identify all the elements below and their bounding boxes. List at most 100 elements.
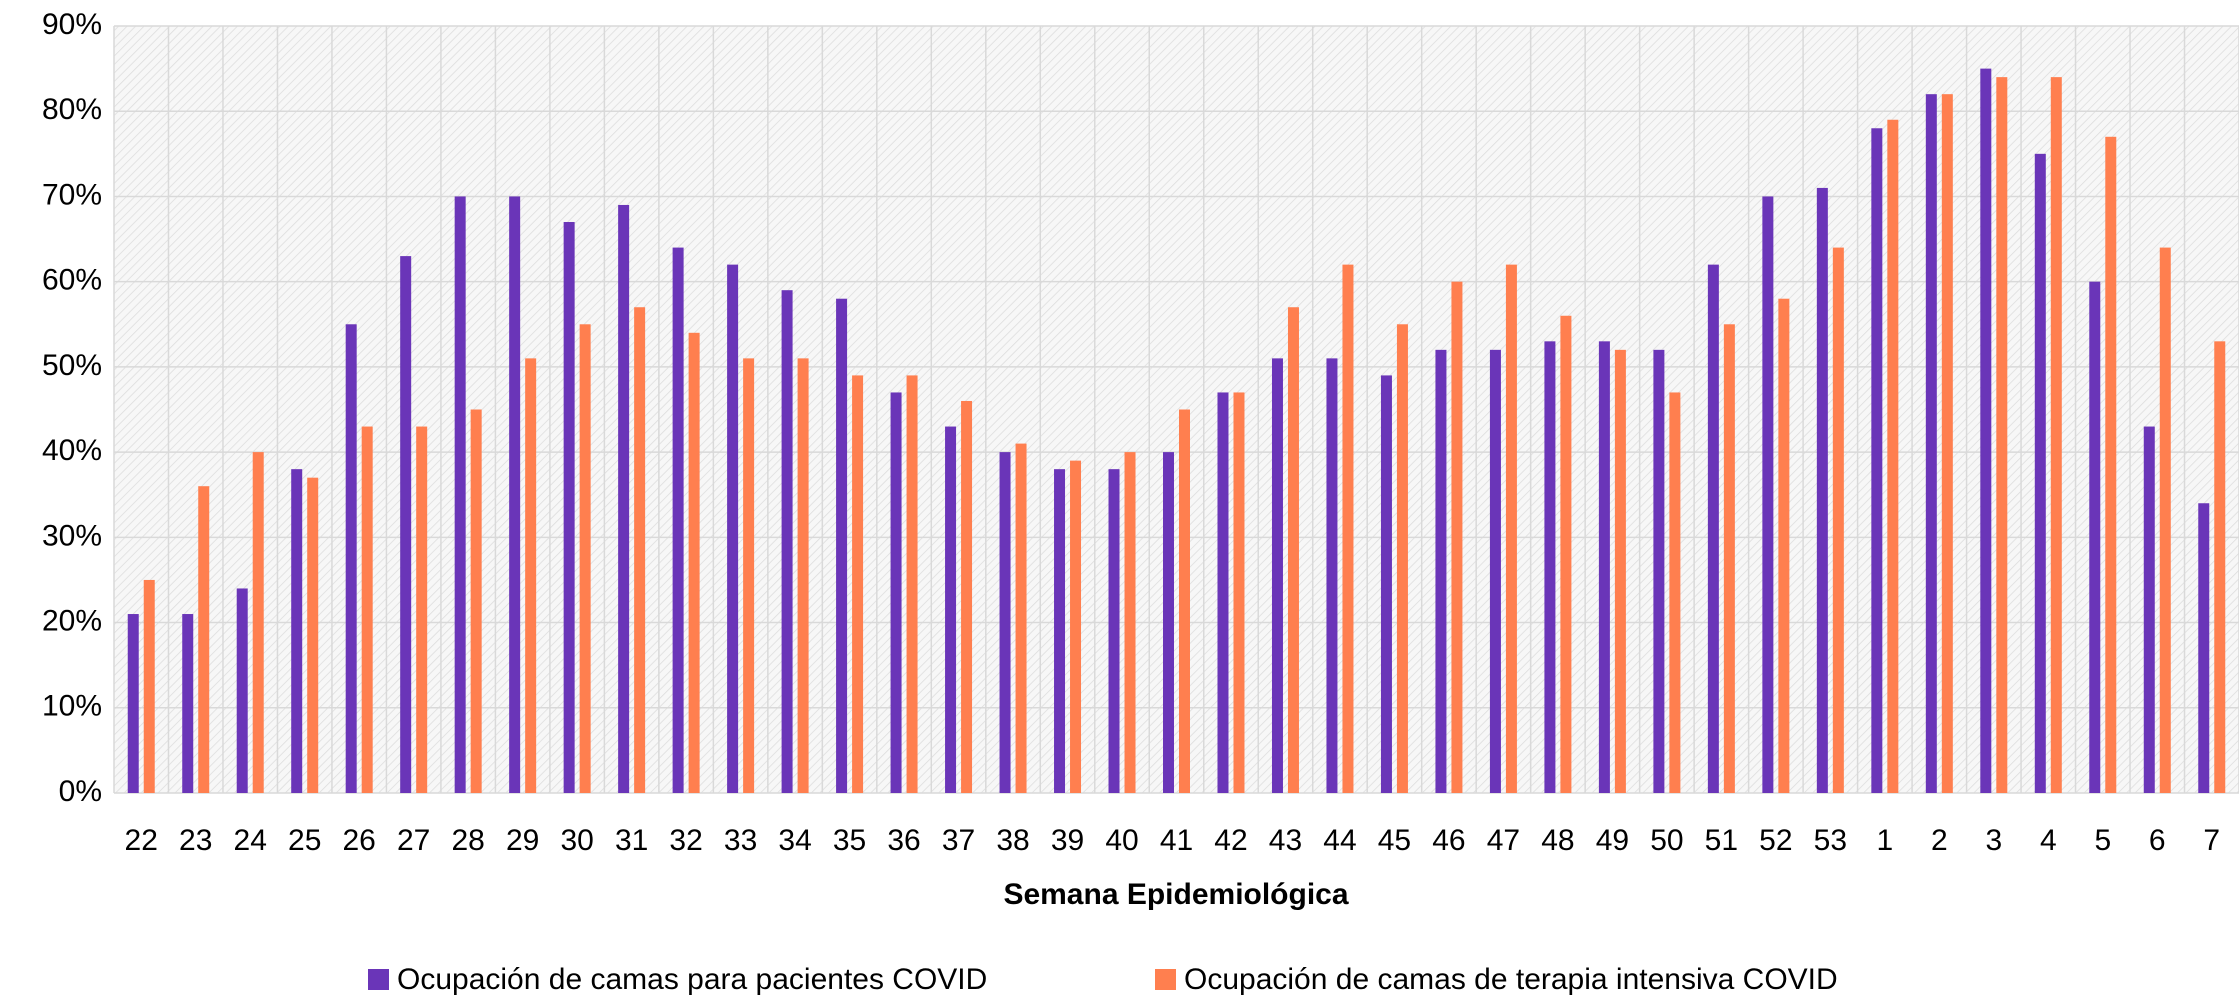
bar	[252, 452, 264, 793]
bar	[1614, 349, 1626, 793]
bar	[182, 614, 194, 793]
x-tick-label: 38	[996, 824, 1029, 857]
x-tick-label: 31	[615, 824, 648, 857]
x-tick-label: 23	[179, 824, 212, 857]
bar	[1489, 349, 1501, 793]
bar	[2214, 341, 2226, 793]
legend-swatch	[1155, 969, 1176, 990]
bar	[2050, 77, 2062, 794]
bar	[1816, 187, 1828, 793]
x-tick-label: 6	[2149, 824, 2166, 857]
x-tick-label: 39	[1051, 824, 1084, 857]
bar	[1653, 349, 1665, 793]
legend-label: Ocupación de camas para pacientes COVID	[397, 963, 987, 996]
bar	[852, 375, 864, 793]
bar	[688, 332, 700, 793]
bar	[1996, 77, 2008, 794]
x-tick-label: 40	[1105, 824, 1138, 857]
bar	[2105, 136, 2117, 794]
bar	[1451, 281, 1463, 793]
bar	[1380, 375, 1392, 793]
x-tick-label: 24	[234, 824, 267, 857]
x-tick-label: 22	[125, 824, 158, 857]
bar	[1762, 196, 1774, 793]
bar	[1925, 94, 1937, 793]
bar	[307, 477, 319, 793]
x-tick-label: 36	[887, 824, 920, 857]
x-tick-label: 3	[1985, 824, 2002, 857]
x-tick-label: 46	[1432, 824, 1465, 857]
bar	[1723, 324, 1735, 793]
bar	[1108, 469, 1120, 793]
bar	[781, 290, 793, 793]
bar	[345, 324, 357, 793]
bar	[961, 400, 973, 793]
bar	[127, 614, 139, 793]
x-tick-label: 45	[1378, 824, 1411, 857]
x-tick-label: 27	[397, 824, 430, 857]
bar	[1163, 452, 1174, 793]
bar	[727, 264, 739, 794]
bar	[1326, 358, 1338, 793]
bar	[2034, 153, 2046, 794]
x-tick-label: 28	[451, 824, 484, 857]
bar	[1054, 469, 1066, 793]
bar	[2089, 281, 2101, 793]
x-tick-label: 53	[1814, 824, 1847, 857]
bar	[890, 392, 902, 793]
bar	[945, 426, 957, 793]
bar	[634, 307, 646, 793]
y-tick-label: 60%	[42, 264, 102, 297]
bar	[672, 247, 684, 794]
bar	[1871, 128, 1883, 793]
x-tick-label: 47	[1487, 824, 1520, 857]
bar	[470, 409, 482, 793]
bar	[361, 426, 373, 793]
x-tick-label: 26	[343, 824, 376, 857]
x-tick-label: 52	[1759, 824, 1792, 857]
bar	[1544, 341, 1556, 793]
bar	[1435, 349, 1447, 793]
bar	[1560, 315, 1572, 793]
bar	[1598, 341, 1610, 793]
bar	[1941, 94, 1953, 793]
bar	[509, 196, 521, 793]
bar	[906, 375, 918, 793]
bar	[2159, 247, 2171, 794]
bar	[618, 204, 630, 793]
x-tick-label: 41	[1160, 824, 1193, 857]
bar	[1015, 443, 1027, 793]
bar	[836, 298, 848, 793]
bar	[291, 469, 303, 793]
y-tick-label: 10%	[42, 690, 102, 723]
x-tick-label: 43	[1269, 824, 1302, 857]
bar	[400, 256, 412, 794]
bar	[1217, 392, 1229, 793]
x-tick-label: 2	[1931, 824, 1948, 857]
x-tick-label: 1	[1876, 824, 1893, 857]
bar	[1832, 247, 1844, 794]
x-tick-label: 32	[669, 824, 702, 857]
bar	[563, 222, 575, 793]
x-tick-label: 44	[1323, 824, 1356, 857]
bar	[999, 452, 1011, 793]
y-tick-label: 20%	[42, 604, 102, 637]
x-tick-label: 51	[1705, 824, 1738, 857]
bar	[797, 358, 809, 793]
x-tick-label: 48	[1541, 824, 1574, 857]
y-tick-label: 70%	[42, 178, 102, 211]
bar	[1070, 460, 1082, 793]
x-tick-label: 7	[2203, 824, 2220, 857]
bar	[143, 579, 155, 793]
bar	[198, 486, 210, 793]
bar	[1179, 409, 1190, 793]
y-tick-label: 90%	[42, 8, 102, 41]
y-tick-label: 80%	[42, 93, 102, 126]
bar	[236, 588, 248, 793]
x-tick-label: 49	[1596, 824, 1629, 857]
x-tick-label: 30	[560, 824, 593, 857]
bar	[1287, 307, 1299, 793]
y-tick-label: 50%	[42, 349, 102, 382]
